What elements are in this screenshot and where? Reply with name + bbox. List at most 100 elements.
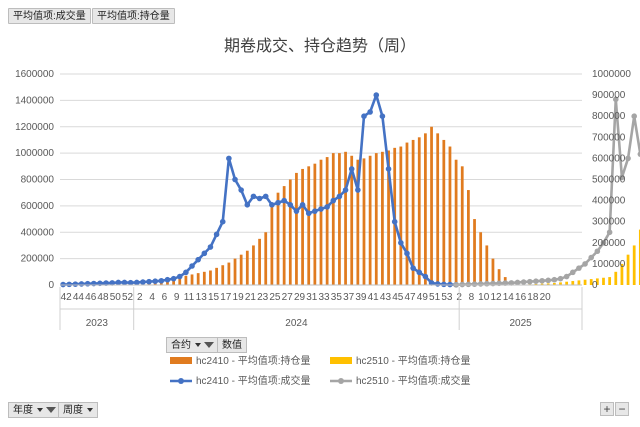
x-tick-label: 6	[162, 292, 168, 303]
line-point	[121, 279, 128, 286]
line-point	[539, 277, 545, 284]
line-point	[545, 277, 552, 284]
line-point	[183, 269, 189, 276]
y-left-tick-label: 1000000	[15, 148, 54, 159]
dropdown-arrow-icon	[195, 343, 201, 348]
line-point	[213, 231, 220, 238]
year-label: 2024	[285, 318, 308, 329]
line-point	[619, 174, 625, 181]
bar	[252, 245, 255, 285]
dropdown-arrow-icon	[87, 408, 93, 413]
line-point	[293, 208, 300, 214]
bar	[221, 265, 225, 285]
line-point	[269, 202, 275, 208]
line-point	[72, 281, 79, 287]
bar	[356, 159, 360, 285]
line-point	[164, 276, 171, 283]
bar	[350, 155, 354, 285]
bar	[626, 254, 630, 285]
x-tick-label: 47	[404, 292, 416, 303]
x-tick-label: 37	[343, 292, 355, 303]
line-point	[244, 202, 251, 208]
line-point	[533, 278, 539, 285]
line-point	[133, 279, 140, 286]
bar	[448, 146, 452, 285]
y-left-tick-label: 600000	[21, 201, 55, 212]
line-point	[146, 278, 152, 285]
line-point	[281, 197, 287, 204]
line-point	[606, 229, 613, 236]
bar	[233, 258, 237, 285]
line-point	[600, 240, 607, 246]
bar	[491, 258, 495, 285]
x-tick-label: 14	[503, 292, 515, 303]
expand-button[interactable]: +	[600, 402, 614, 416]
bar	[288, 179, 292, 285]
line-point	[520, 279, 527, 285]
bar	[405, 142, 409, 285]
line-point	[404, 250, 410, 257]
values-field-button[interactable]: 数值	[217, 337, 247, 353]
bar	[479, 232, 483, 285]
bar	[540, 283, 544, 285]
chart-bars	[61, 126, 640, 285]
bar	[608, 277, 612, 285]
x-tick-label: 21	[245, 292, 257, 303]
values-field-label: 数值	[222, 340, 242, 351]
line-point	[170, 275, 177, 282]
x-tick-label: 20	[540, 292, 552, 303]
bar	[417, 137, 421, 285]
line-point	[391, 218, 398, 225]
x-tick-label: 52	[122, 292, 134, 303]
bar	[276, 192, 280, 285]
line-point	[336, 193, 343, 200]
line-point	[189, 263, 195, 269]
line-point	[631, 113, 637, 119]
line-point	[330, 197, 337, 204]
bar	[614, 271, 618, 285]
bar	[399, 146, 403, 285]
collapse-button[interactable]: −	[615, 402, 629, 416]
line-point	[422, 273, 429, 280]
week-field-button[interactable]: 周度	[58, 402, 98, 418]
y-right-tick-label: 0	[592, 280, 598, 291]
x-tick-label: 25	[269, 292, 281, 303]
bar	[620, 263, 624, 285]
filter-icon	[46, 407, 56, 414]
x-tick-label: 27	[282, 292, 294, 303]
line-point	[582, 261, 588, 267]
line-point	[625, 155, 631, 162]
line-point	[361, 113, 367, 119]
bar	[577, 280, 581, 285]
y-right-tick-label: 400000	[592, 196, 626, 207]
line-point	[551, 276, 558, 283]
field-button-volume[interactable]: 平均值项:成交量	[8, 8, 91, 24]
line-point	[576, 265, 582, 271]
bar	[534, 283, 538, 285]
x-tick-label: 23	[257, 292, 269, 303]
y-left-tick-label: 1200000	[15, 122, 54, 133]
bar	[374, 153, 378, 285]
line-point	[195, 256, 201, 263]
line-point	[226, 155, 232, 162]
bar	[454, 159, 458, 285]
field-button-open-interest[interactable]: 平均值项:持仓量	[92, 8, 175, 24]
bar	[583, 279, 587, 285]
bar	[190, 274, 194, 285]
x-tick-label: 43	[380, 292, 392, 303]
year-field-button[interactable]: 年度	[8, 402, 61, 418]
bar	[215, 267, 218, 285]
week-field-label: 周度	[63, 405, 83, 416]
legend-swatch	[330, 357, 352, 364]
contract-field-button[interactable]: 合约	[166, 337, 219, 353]
x-tick-label: 8	[469, 292, 475, 303]
x-tick-label: 41	[368, 292, 380, 303]
bar	[313, 163, 317, 285]
bar	[196, 273, 200, 285]
bar	[239, 254, 243, 285]
x-tick-label: 15	[208, 292, 220, 303]
legend-swatch-point	[338, 378, 344, 384]
x-tick-label: 13	[196, 292, 208, 303]
bar	[552, 283, 556, 285]
year-label: 2023	[86, 318, 109, 329]
